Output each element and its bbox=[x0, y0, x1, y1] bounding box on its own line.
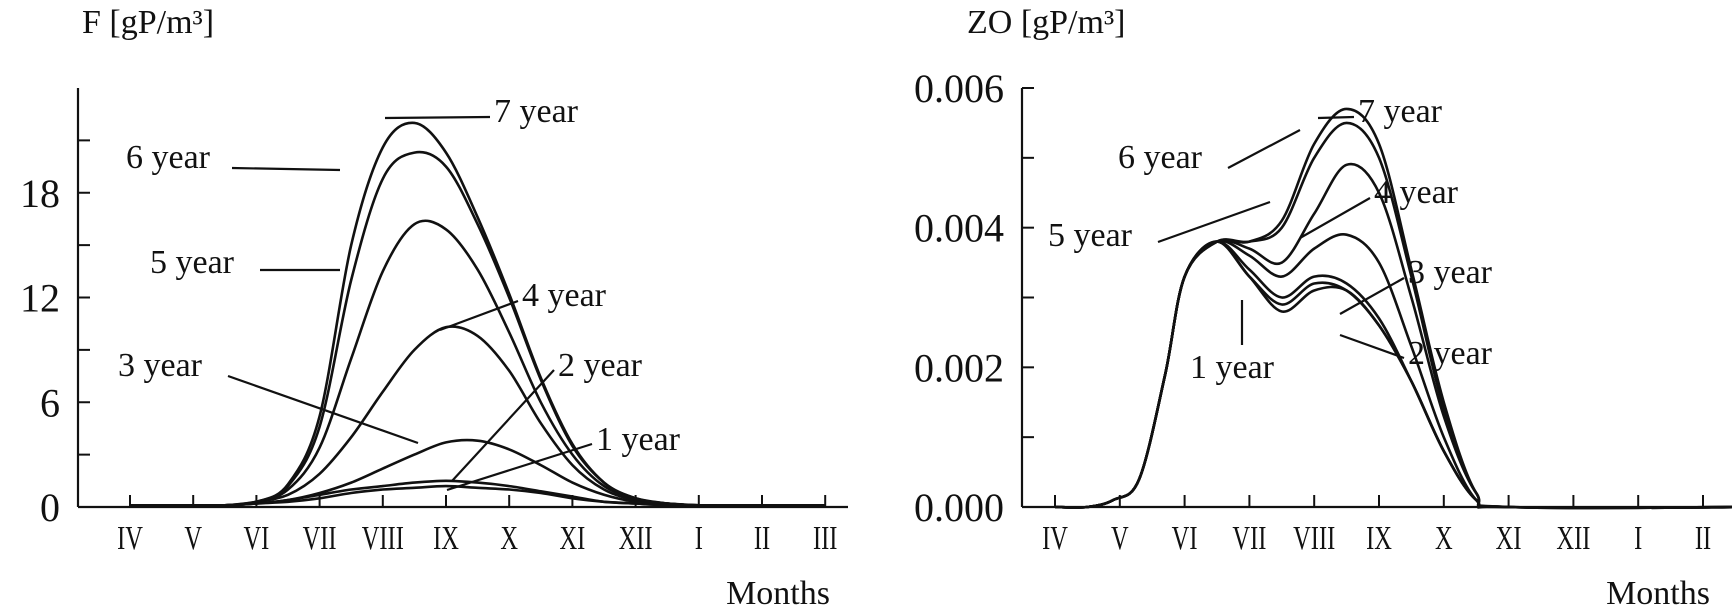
label-leader-line bbox=[446, 442, 593, 492]
label-leader-line bbox=[1157, 200, 1271, 244]
label-leader-line bbox=[227, 374, 419, 445]
y-axis-title: F [gP/m³] bbox=[82, 4, 214, 41]
y-tick-label: 12 bbox=[20, 276, 60, 321]
x-tick-label: XII bbox=[619, 520, 653, 557]
y-tick-label: 6 bbox=[40, 380, 60, 425]
series-label: 3 year bbox=[1408, 254, 1493, 291]
x-tick-label: X bbox=[1435, 520, 1453, 557]
x-tick-label: IV bbox=[117, 520, 143, 557]
x-tick-label: VII bbox=[1232, 520, 1266, 557]
series-label: 5 year bbox=[150, 244, 235, 281]
x-axis-title: Months bbox=[1606, 575, 1710, 612]
x-tick-label: V bbox=[184, 520, 202, 557]
series-line-3-year bbox=[129, 438, 826, 507]
label-leader-line bbox=[231, 166, 341, 172]
x-tick-label: XII bbox=[1556, 520, 1590, 557]
x-tick-label: XI bbox=[1496, 520, 1522, 557]
x-tick-label: IX bbox=[433, 520, 459, 557]
series-line-5-year bbox=[1054, 162, 1732, 510]
x-tick-label: II bbox=[1695, 520, 1711, 557]
series-label: 4 year bbox=[522, 277, 607, 314]
y-tick-label: 0.000 bbox=[914, 485, 1004, 530]
x-tick-label: X bbox=[500, 520, 518, 557]
series-label: 7 year bbox=[494, 93, 579, 130]
y-tick-label: 0.006 bbox=[914, 66, 1004, 111]
series-label: 2 year bbox=[1408, 335, 1493, 372]
y-axis-title: ZO [gP/m³] bbox=[967, 4, 1125, 41]
series-label: 1 year bbox=[596, 421, 681, 458]
series-label: 2 year bbox=[558, 347, 643, 384]
chart-panel-2: 0.000 0.002 0.004 0.006 ZO [gP/m³] IV V VI VII VI… bbox=[914, 4, 1732, 612]
label-leader-line bbox=[1299, 197, 1371, 239]
y-tick-label: 0.004 bbox=[914, 206, 1004, 251]
x-tick-label: IV bbox=[1042, 520, 1068, 557]
x-tick-label: XI bbox=[559, 520, 585, 557]
series-label: 3 year bbox=[118, 347, 203, 384]
series-label: 1 year bbox=[1190, 349, 1275, 386]
x-tick-label: I bbox=[1634, 520, 1642, 557]
label-leader-line bbox=[451, 369, 555, 482]
series-line-2-year bbox=[1054, 240, 1732, 509]
series-line-1-year bbox=[129, 484, 826, 507]
label-leader-line bbox=[1317, 115, 1355, 120]
label-leader-line bbox=[1227, 129, 1301, 169]
label-leader-line bbox=[1339, 333, 1405, 360]
label-leader-line bbox=[384, 115, 491, 120]
y-tick-label: 0 bbox=[40, 485, 60, 530]
series-line-1-year bbox=[1054, 240, 1732, 509]
label-leader-line bbox=[439, 299, 519, 332]
series-labels: 7 year 6 year 5 year 4 year 3 year 2 year 1 ye… bbox=[118, 93, 1493, 492]
x-tick-label: VI bbox=[1172, 520, 1198, 557]
series-line-7-year bbox=[1054, 107, 1732, 510]
series-line-4-year bbox=[129, 325, 826, 507]
series-line-4-year bbox=[1054, 233, 1732, 509]
series-label: 6 year bbox=[1118, 139, 1203, 176]
x-axis-title: Months bbox=[726, 575, 830, 612]
series-line-2-year bbox=[129, 479, 826, 507]
x-tick-label: VIII bbox=[362, 520, 404, 557]
series-label: 7 year bbox=[1358, 93, 1443, 130]
x-tick-label: II bbox=[754, 520, 770, 557]
label-leader-line bbox=[1339, 277, 1405, 315]
series-label: 4 year bbox=[1374, 174, 1459, 211]
x-tick-label: V bbox=[1111, 520, 1129, 557]
x-tick-label: IX bbox=[1366, 520, 1392, 557]
y-tick-label: 0.002 bbox=[914, 345, 1004, 390]
y-tick-label: 18 bbox=[20, 171, 60, 216]
x-tick-label: I bbox=[695, 520, 703, 557]
series-line-5-year bbox=[129, 219, 826, 507]
series-label: 6 year bbox=[126, 139, 211, 176]
series-line-3-year bbox=[1054, 240, 1732, 509]
x-tick-label: VII bbox=[303, 520, 337, 557]
x-tick-label: VI bbox=[243, 520, 269, 557]
x-tick-label: III bbox=[813, 520, 837, 557]
x-tick-label: VIII bbox=[1293, 520, 1335, 557]
series-line-7-year bbox=[129, 121, 826, 507]
series-label: 5 year bbox=[1048, 217, 1133, 254]
